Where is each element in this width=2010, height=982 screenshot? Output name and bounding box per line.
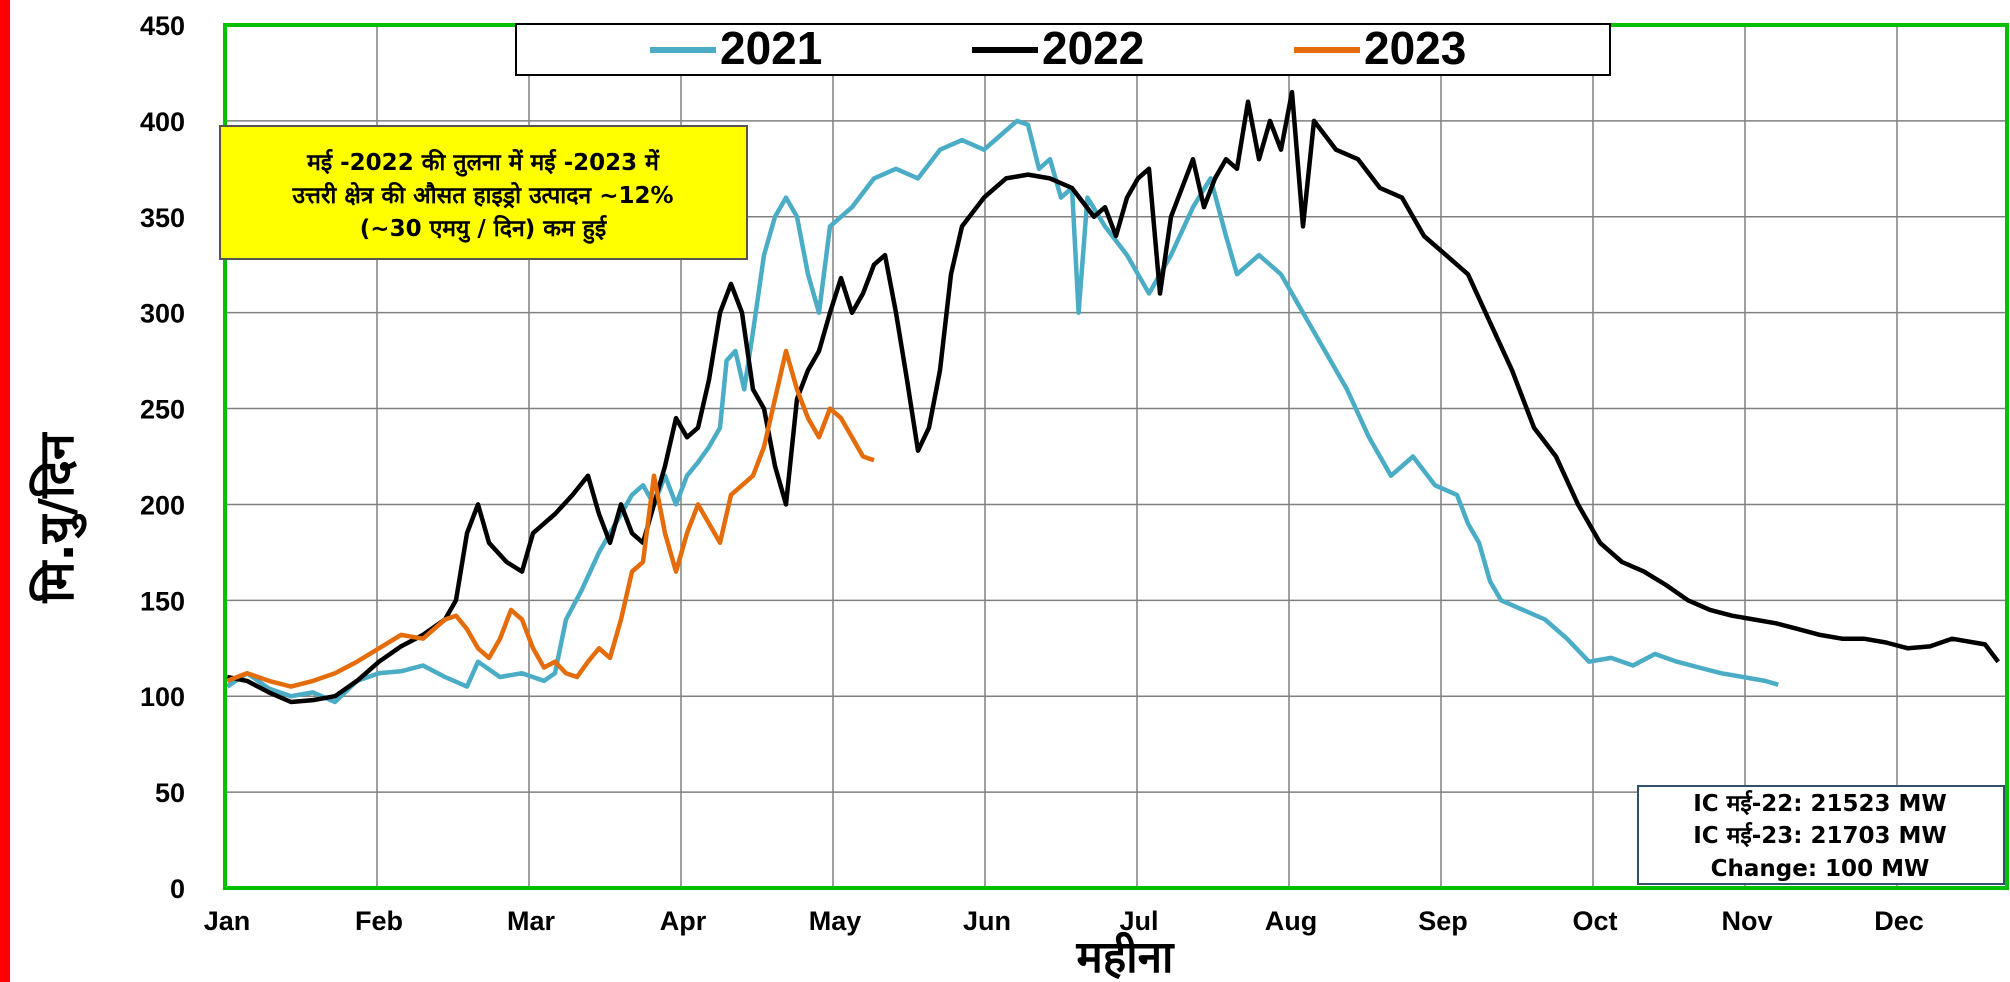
x-tick-label: Sep — [1418, 906, 1468, 936]
y-tick-label: 0 — [170, 874, 185, 904]
x-axis-title: महीना — [1076, 931, 1175, 982]
x-tick-label: Nov — [1721, 906, 1772, 936]
annotation-background — [219, 125, 748, 260]
ic-line-1: IC मई-22: 21523 MW — [1693, 789, 1947, 817]
x-tick-label: May — [809, 906, 862, 936]
annotation-line-1: मई -2022 की तुलना में मई -2023 में — [306, 148, 660, 177]
annotation-line-2: उत्तरी क्षेत्र की औसत हाइड्रो उत्पादन ~1… — [291, 181, 673, 209]
y-tick-label: 300 — [140, 299, 185, 329]
y-tick-label: 350 — [140, 203, 185, 233]
y-tick-label: 150 — [140, 586, 185, 616]
y-axis-title: मि.यु/दिन — [29, 431, 87, 604]
y-tick-label: 100 — [140, 682, 185, 712]
page-border — [0, 0, 10, 982]
x-tick-label: Feb — [355, 906, 403, 936]
x-tick-label: Jul — [1119, 906, 1158, 936]
ic-box-frame — [1637, 785, 2005, 885]
x-tick-label: Aug — [1265, 906, 1317, 936]
x-tick-label: Apr — [660, 906, 707, 936]
annotation-line-3: (~30 एमयु / दिन) कम हुई — [360, 214, 608, 244]
y-tick-label: 200 — [140, 490, 185, 520]
annotation-box: मई -2022 की तुलना में मई -2023 में उत्तर… — [219, 125, 748, 260]
y-tick-label: 450 — [140, 11, 185, 41]
y-tick-label: 400 — [140, 107, 185, 137]
legend-label-2021: 2021 — [720, 22, 822, 74]
x-tick-label: Dec — [1874, 906, 1924, 936]
series-line-2022 — [226, 89, 2000, 705]
x-tick-label: Mar — [507, 906, 556, 936]
x-ticks: Jan Feb Mar Apr May Jun Jul Aug Sep Oct Nov Dec — [204, 906, 1924, 936]
y-tick-label: 50 — [155, 778, 185, 808]
legend: 2021 2022 2023 — [515, 22, 1611, 76]
ic-line-3: Change: 100 MW — [1711, 856, 1930, 882]
y-ticks: 0 50 100 150 200 250 300 350 400 450 — [140, 11, 185, 904]
x-tick-label: Jan — [204, 906, 251, 936]
ic-box: IC मई-22: 21523 MW IC मई-23: 21703 MW Ch… — [1637, 785, 2005, 885]
legend-label-2022: 2022 — [1042, 22, 1144, 74]
legend-label-2023: 2023 — [1364, 22, 1466, 74]
series-lines — [225, 89, 2000, 705]
x-tick-label: Jun — [963, 906, 1011, 936]
series-line-2021 — [225, 118, 1779, 705]
x-tick-label: Oct — [1572, 906, 1617, 936]
series-line-2023 — [226, 348, 875, 689]
y-tick-label: 250 — [140, 395, 185, 425]
ic-line-2: IC मई-23: 21703 MW — [1693, 821, 1947, 849]
